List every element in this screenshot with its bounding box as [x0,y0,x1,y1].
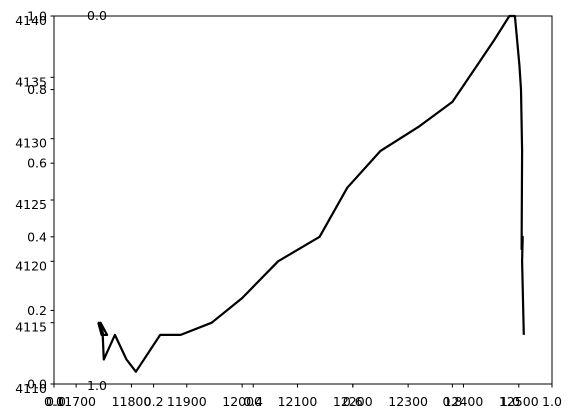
stray-axis-label: 1.0 [87,378,107,393]
y-tick-label: 4125 [15,197,47,212]
y-tick-label: 4115 [15,320,47,335]
overlay-x-tick-label: 0.0 [44,394,64,409]
x-tick-label: 12400 [444,394,484,409]
x-tick-label: 12000 [222,394,262,409]
overlay-axes-frame [53,15,553,385]
x-tick-label: 12100 [278,394,318,409]
overlay-x-tick-label: 0.6 [343,394,363,409]
y-tick-label: 4120 [15,258,47,273]
overlay-x-tick-label: 0.4 [243,394,263,409]
overlay-x-tick-label: 0.2 [144,394,164,409]
overlay-x-tick-label: 1.0 [542,394,562,409]
stray-axis-label: 1.0 [500,394,520,409]
overlay-x-tick-label: 0.8 [442,394,462,409]
x-tick-label: 11800 [112,394,152,409]
series-line [97,14,525,373]
x-tick-label: 11900 [167,394,207,409]
overlay-y-tick-label: 0.4 [27,229,47,244]
plot-frame [53,15,553,385]
data-points [97,15,525,373]
y-tick-label: 4110 [15,381,47,396]
x-tick-label: 12200 [333,394,373,409]
tick-marks [50,15,553,388]
tick-labels: 4110 4115 4120 4125 4130 4135 4140 11700 11800 11… [15,8,562,409]
x-tick-label: 12500 [499,394,539,409]
y-tick-label: 4130 [15,136,47,151]
y-tick-label: 4135 [15,74,47,89]
stray-axis-label: 0.0 [46,394,66,409]
overlay-y-tick-label: 1.0 [27,9,47,24]
overlay-y-tick-label: 0.2 [27,303,47,318]
overlay-y-tick-label: 0.6 [27,156,47,171]
overlay-y-tick-label: 0.0 [27,377,47,392]
y-tick-label: 4140 [15,13,47,28]
x-tick-label: 11700 [56,394,96,409]
x-tick-label: 12300 [388,394,428,409]
overlay-y-tick-label: 0.8 [27,82,47,97]
